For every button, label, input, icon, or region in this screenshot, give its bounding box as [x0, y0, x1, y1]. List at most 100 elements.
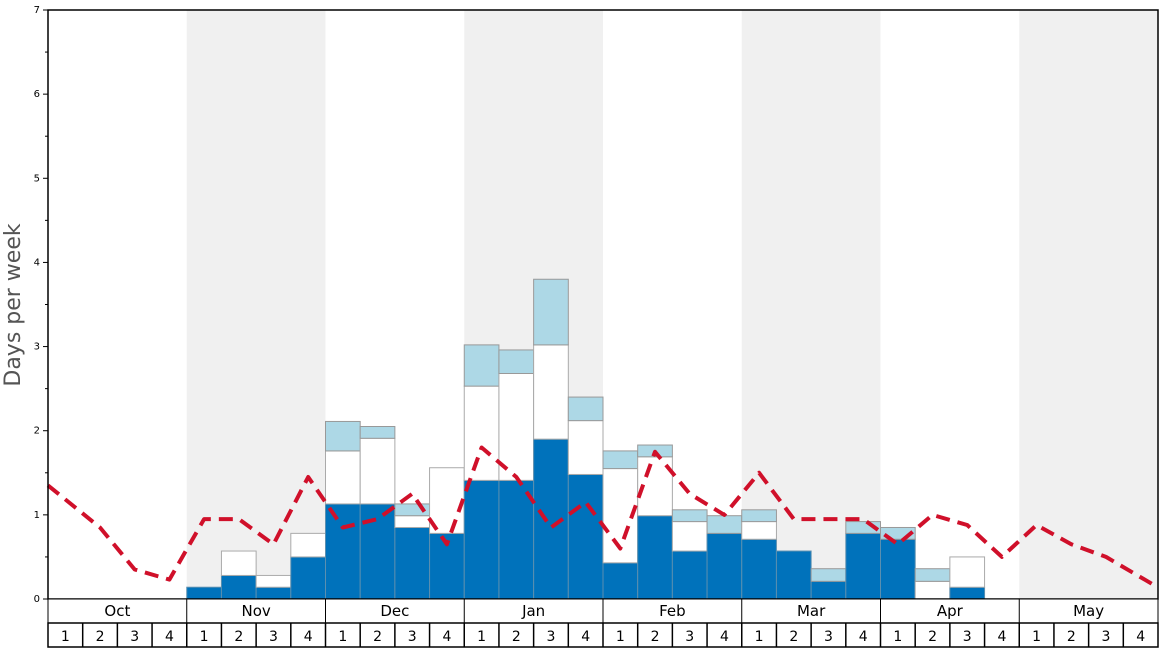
bar-segment — [290, 556, 326, 600]
bars — [186, 278, 986, 600]
bar-segment — [220, 550, 257, 576]
week-label: 2 — [96, 629, 105, 645]
bar-segment — [359, 426, 396, 439]
week-label: 4 — [581, 629, 590, 645]
bar-segment — [325, 503, 361, 600]
bar-segment — [429, 467, 465, 534]
bar-segment — [880, 538, 916, 600]
bar-segment — [949, 556, 986, 588]
bar-segment — [394, 526, 431, 600]
bar-segment — [325, 450, 361, 505]
week-label: 4 — [165, 629, 174, 645]
y-axis: 0 1 2 3 4 5 6 7 — [34, 5, 48, 605]
week-label: 4 — [720, 629, 729, 645]
bar-segment — [255, 586, 292, 600]
x-axis: Oct Nov Dec Jan Feb Mar Apr May 1 2 3 4 1 2 3 4 1 2 3 4 1 2 3 4… — [47, 598, 1159, 648]
bar-segment — [463, 344, 500, 387]
week-label: 3 — [963, 629, 972, 645]
week-label: 2 — [928, 629, 937, 645]
month-label-dec: Dec — [380, 602, 409, 620]
bar-segment — [706, 515, 743, 534]
bar-segment — [602, 562, 639, 600]
y-tick-label: 5 — [34, 173, 40, 184]
week-label: 4 — [442, 629, 451, 645]
month-label-apr: Apr — [937, 602, 964, 620]
bar-segment — [498, 349, 535, 374]
week-label: 2 — [373, 629, 382, 645]
week-label: 1 — [893, 629, 902, 645]
y-tick-label: 1 — [34, 510, 40, 521]
bar-segment — [845, 532, 881, 600]
y-tick-label: 4 — [34, 257, 40, 268]
bar-segment — [914, 580, 951, 600]
bar-segment — [463, 479, 500, 600]
week-label: 1 — [200, 629, 209, 645]
week-label: 1 — [616, 629, 625, 645]
bar-segment — [637, 515, 673, 600]
week-label: 1 — [1032, 629, 1041, 645]
month-label-mar: Mar — [797, 602, 826, 620]
bar-segment — [810, 580, 847, 600]
bar-segment — [880, 526, 916, 540]
week-label: 1 — [338, 629, 347, 645]
month-shade-nov — [186, 10, 326, 599]
month-label-nov: Nov — [241, 602, 270, 620]
month-label-jan: Jan — [521, 602, 545, 620]
bar-segment — [706, 532, 743, 600]
y-tick-label: 3 — [34, 342, 40, 353]
week-label: 4 — [997, 629, 1006, 645]
bar-segment — [290, 532, 326, 558]
week-label: 3 — [547, 629, 556, 645]
bar-segment — [463, 385, 500, 481]
bar-segment — [498, 479, 535, 600]
bar-segment — [741, 538, 777, 600]
week-label: 3 — [269, 629, 278, 645]
month-label-may: May — [1073, 602, 1104, 620]
week-label: 3 — [1102, 629, 1111, 645]
week-label: 2 — [234, 629, 243, 645]
bar-segment — [810, 568, 847, 582]
bar-segment — [914, 568, 951, 582]
week-label: 1 — [755, 629, 764, 645]
y-tick-label: 6 — [34, 89, 40, 100]
bar-segment — [220, 574, 257, 600]
week-label: 4 — [859, 629, 868, 645]
bar-segment — [741, 509, 777, 523]
week-label: 3 — [685, 629, 694, 645]
month-shade-may — [1019, 10, 1158, 599]
month-shade-mar — [741, 10, 881, 599]
bar-segment — [775, 550, 812, 600]
bar-segment — [533, 278, 569, 346]
month-label-feb: Feb — [659, 602, 686, 620]
week-label: 2 — [1067, 629, 1076, 645]
bar-segment — [325, 420, 361, 452]
bar-segment — [602, 450, 639, 470]
bar-segment — [567, 396, 604, 422]
week-label: 1 — [477, 629, 486, 645]
bar-segment — [567, 473, 604, 600]
y-tick-label: 0 — [34, 594, 40, 605]
dashed-series-line — [46, 445, 1154, 586]
bar-segment — [671, 550, 708, 600]
bar-segment — [359, 503, 396, 600]
y-tick-label: 2 — [34, 426, 40, 437]
bar-segment — [186, 586, 222, 600]
week-label: 2 — [651, 629, 660, 645]
bar-segment — [949, 586, 986, 600]
bar-segment — [533, 438, 569, 600]
month-label-oct: Oct — [104, 602, 130, 620]
bar-segment — [533, 344, 569, 440]
dashed-series — [46, 445, 1154, 586]
bar-segment — [255, 574, 292, 588]
bar-segment — [498, 372, 535, 481]
week-label: 1 — [61, 629, 70, 645]
bar-segment — [394, 515, 431, 528]
bar-segment — [671, 521, 708, 552]
bar-segment — [567, 420, 604, 475]
week-label: 3 — [408, 629, 417, 645]
week-label: 3 — [824, 629, 833, 645]
week-label: 2 — [512, 629, 521, 645]
week-label: 2 — [789, 629, 798, 645]
bar-segment — [741, 521, 777, 540]
